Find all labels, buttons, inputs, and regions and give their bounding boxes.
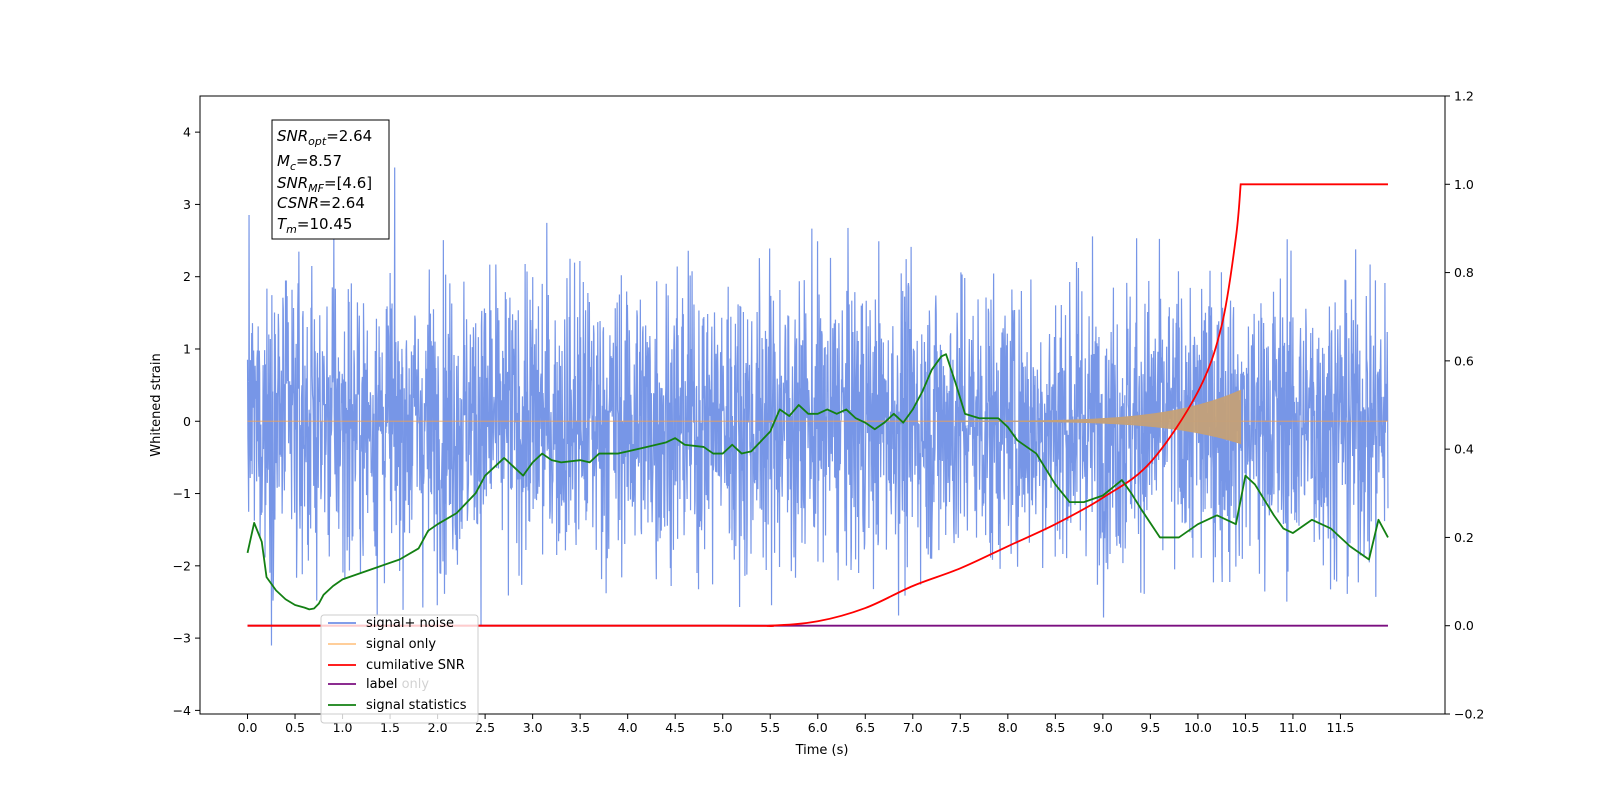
y-tick-label: −2 xyxy=(173,558,191,573)
y2-tick-label: 0.6 xyxy=(1454,353,1474,368)
annotation-snr-mf: SNRMF=[4.6] xyxy=(277,174,372,195)
x-tick-label: 11.5 xyxy=(1327,720,1355,735)
y-tick-label: 4 xyxy=(183,125,191,140)
x-tick-label: 5.0 xyxy=(713,720,733,735)
x-tick-label: 10.0 xyxy=(1184,720,1212,735)
annotation-tm: Tm=10.45 xyxy=(277,215,352,236)
signal-only-chirp xyxy=(959,389,1242,445)
x-tick-label: 5.5 xyxy=(760,720,780,735)
legend-label: label xyxy=(366,677,397,692)
legend-label: signal only xyxy=(366,637,436,652)
annotation-box: SNRopt=2.64 Mc=8.57 SNRMF=[4.6] CSNR=2.6… xyxy=(271,119,390,240)
y-axis-right: 1.2 1.0 0.8 0.6 0.4 0.2 0.0 −0.2 xyxy=(1445,89,1484,722)
cumulative-snr-line xyxy=(247,183,1388,627)
y2-tick-label: 1.2 xyxy=(1454,89,1474,104)
x-tick-label: 0.0 xyxy=(238,720,258,735)
legend-frame xyxy=(320,614,479,724)
y-tick-label: 1 xyxy=(183,341,191,356)
y-axis-label: Whitened strain xyxy=(149,353,164,456)
legend: signal+ noise signal only cumilative SNR la… xyxy=(320,614,479,724)
legend-label: label only xyxy=(366,677,429,692)
y2-tick-label: 1.0 xyxy=(1454,177,1474,192)
x-tick-label: 7.5 xyxy=(950,720,970,735)
y2-tick-label: 0.4 xyxy=(1454,442,1474,457)
x-tick-label: 9.0 xyxy=(1093,720,1113,735)
y-tick-label: 3 xyxy=(183,197,191,212)
x-tick-label: 7.0 xyxy=(903,720,923,735)
legend-item: signal+ noise xyxy=(328,616,454,631)
x-tick-label: 9.5 xyxy=(1140,720,1160,735)
legend-label: cumilative SNR xyxy=(366,658,465,673)
signal-noise-series xyxy=(246,167,1389,646)
annotation-csnr: CSNR=2.64 xyxy=(277,194,365,212)
legend-item: signal only xyxy=(328,637,436,652)
x-tick-label: 10.5 xyxy=(1231,720,1259,735)
x-tick-label: 11.0 xyxy=(1279,720,1307,735)
y2-tick-label: −0.2 xyxy=(1454,707,1484,722)
x-tick-label: 8.5 xyxy=(1045,720,1065,735)
y2-tick-label: 0.0 xyxy=(1454,618,1474,633)
x-tick-label: 1.0 xyxy=(333,720,353,735)
plot-frame xyxy=(199,95,1446,715)
y-tick-label: 2 xyxy=(183,269,191,284)
y-tick-label: −4 xyxy=(173,703,191,718)
y-tick-label: −3 xyxy=(173,631,191,646)
legend-label: signal statistics xyxy=(366,698,467,713)
x-axis: 0.0 0.5 1.0 1.5 2.0 2.5 3.0 3.5 4.0 4.5 5.0 5.5 6.0 6… xyxy=(238,714,1355,735)
x-tick-label: 2.0 xyxy=(428,720,448,735)
y-axis-left: 4 3 2 1 0 −1 −2 −3 −4 xyxy=(173,125,200,718)
x-tick-label: 3.0 xyxy=(523,720,543,735)
signal-only-series xyxy=(247,389,1388,445)
y2-tick-label: 0.2 xyxy=(1454,530,1474,545)
legend-item: label xyxy=(328,677,397,692)
x-axis-label: Time (s) xyxy=(795,743,849,758)
annotation-snr-opt: SNRopt=2.64 xyxy=(277,127,372,148)
signal-noise-line xyxy=(246,167,1389,646)
x-tick-label: 2.5 xyxy=(475,720,495,735)
x-tick-label: 6.5 xyxy=(855,720,875,735)
x-tick-label: 8.0 xyxy=(998,720,1018,735)
legend-label: signal+ noise xyxy=(366,616,454,631)
x-tick-label: 6.0 xyxy=(808,720,828,735)
cumulative-snr-series xyxy=(247,183,1388,627)
x-tick-label: 4.0 xyxy=(618,720,638,735)
legend-item: cumilative SNR xyxy=(328,658,465,673)
legend-item: signal statistics xyxy=(328,698,467,713)
x-tick-label: 3.5 xyxy=(570,720,590,735)
x-tick-label: 0.5 xyxy=(285,720,305,735)
signal-statistics-line xyxy=(246,353,1389,611)
legend-item: label only xyxy=(366,677,429,692)
x-tick-label: 4.5 xyxy=(665,720,685,735)
y2-tick-label: 0.8 xyxy=(1454,265,1474,280)
y-tick-label: 0 xyxy=(183,414,191,429)
y-tick-label: −1 xyxy=(173,486,191,501)
signal-statistics-series xyxy=(246,353,1389,611)
annotation-mc: Mc=8.57 xyxy=(277,152,342,173)
x-tick-label: 1.5 xyxy=(380,720,400,735)
